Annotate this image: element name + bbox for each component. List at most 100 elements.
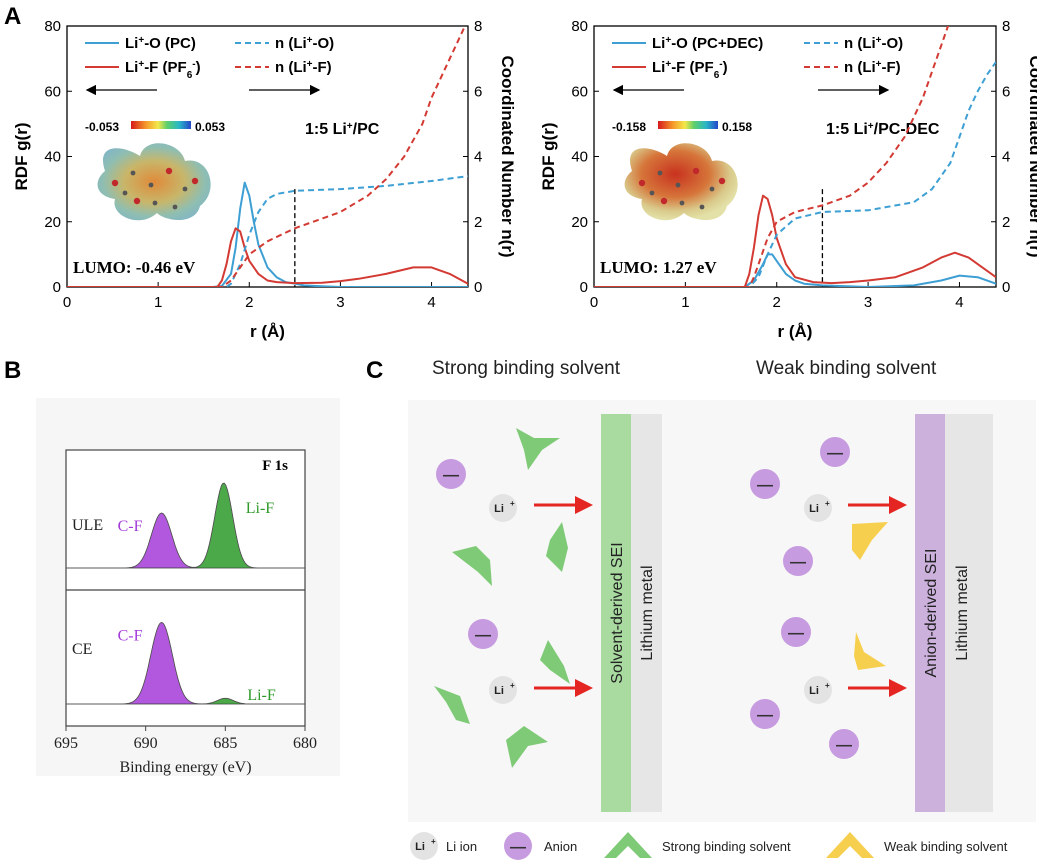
legend-anion: — Anion: [504, 832, 577, 860]
xps-frame: [65, 449, 306, 727]
strong-solvent-chevron: [546, 522, 568, 572]
weak-solvent-molecules: [852, 522, 888, 670]
concentration-label: 1:5 Li+/PC-DEC: [826, 121, 940, 139]
svg-text:+: +: [510, 681, 515, 690]
molecule-atom: [649, 190, 655, 196]
svg-text:Li: Li: [494, 685, 504, 697]
legend-label-n-li-f: n (Li+-F): [275, 59, 332, 77]
xps-envelope: [66, 621, 305, 705]
anion-circle: —: [436, 459, 466, 489]
xps-title: F 1s: [262, 458, 288, 474]
panel-letter-c: C: [366, 357, 383, 384]
legend-label-n-li-o: n (Li+-O): [844, 35, 903, 53]
strong-solvent-molecules: [434, 428, 570, 768]
series-line-2: [594, 61, 996, 287]
xps-x-tick-label: 685: [213, 735, 237, 752]
legend-strong-solvent: Strong binding solvent: [604, 832, 791, 858]
molecule-atom: [148, 182, 154, 188]
xps-sample-label: ULE: [72, 517, 103, 534]
y-right-axis-label: Coordinated Number n(r): [498, 55, 517, 257]
series-line-3: [594, 26, 950, 287]
x-tick-label: 2: [773, 294, 781, 311]
x-tick-label: 4: [427, 294, 435, 311]
lithium-metal-left: [631, 414, 662, 812]
schematic-legend: Li + Li ion — Anion Strong binding solve…: [410, 832, 1008, 860]
svg-text:Li: Li: [415, 841, 425, 853]
molecule-atom: [172, 204, 178, 210]
x-tick-label: 0: [63, 294, 71, 311]
svg-text:Li: Li: [809, 503, 819, 515]
y-right-axis-label: Coordinated Number n(r): [1026, 55, 1037, 257]
y-tick-label: 40: [571, 149, 588, 166]
svg-text:—: —: [757, 707, 773, 724]
weak-binding-title: Weak binding solvent: [756, 358, 937, 379]
y-axis-label: RDF g(r): [539, 123, 558, 191]
svg-text:—: —: [827, 445, 843, 462]
y-tick-label: 80: [571, 18, 588, 35]
anion-derived-sei-label: Anion-derived SEI: [923, 549, 940, 678]
anion-circle: —: [750, 699, 780, 729]
molecule-esp-surface: [97, 143, 211, 221]
esp-min-label: -0.158: [612, 120, 646, 134]
li-ion: Li +: [804, 676, 832, 704]
anion-circle: —: [829, 729, 859, 759]
y-right-tick-label: 8: [474, 18, 482, 35]
molecule-atom: [182, 186, 188, 192]
legend-label-n-li-f: n (Li+-F): [844, 59, 901, 77]
solvent-derived-sei-layer: [601, 414, 631, 812]
molecule-atom: [133, 197, 141, 205]
xps-peak-label: C-F: [118, 627, 143, 644]
y-right-tick-label: 8: [1002, 18, 1010, 35]
xps-sample-label: CE: [72, 641, 92, 658]
y-tick-label: 60: [44, 83, 61, 100]
series-line-1: [67, 227, 468, 287]
molecule-atom: [191, 177, 199, 185]
molecule-atom: [152, 200, 158, 206]
svg-text:+: +: [510, 499, 515, 508]
svg-text:—: —: [757, 477, 773, 494]
y-right-tick-label: 6: [474, 83, 482, 100]
legend-label-n-li-o: n (Li+-O): [275, 35, 334, 53]
y-tick-label: 80: [44, 18, 61, 35]
legend-label-li-f: Li+-F (PF6-): [652, 59, 728, 81]
molecule-atom: [657, 170, 663, 176]
svg-text:—: —: [443, 467, 459, 484]
y-right-tick-label: 2: [1002, 214, 1010, 231]
y-right-tick-label: 4: [474, 149, 482, 166]
anion-circle: —: [468, 619, 498, 649]
anion-circle: —: [820, 437, 850, 467]
molecule-atom: [660, 197, 668, 205]
xps-peak-label: Li-F: [246, 500, 275, 517]
xps-x-tick-label: 690: [134, 735, 158, 752]
strong-binding-title: Strong binding solvent: [432, 358, 621, 379]
anion-derived-sei-layer: [915, 414, 945, 812]
series-line-3: [67, 26, 467, 287]
li-ion: Li +: [804, 494, 832, 522]
y-right-tick-label: 2: [474, 214, 482, 231]
esp-max-label: 0.158: [722, 120, 752, 134]
solvent-derived-sei-label: Solvent-derived SEI: [609, 542, 626, 683]
molecule-atom: [709, 186, 715, 192]
panel-letter-a: A: [4, 3, 21, 30]
molecule-atom: [699, 204, 705, 210]
svg-text:—: —: [510, 839, 526, 856]
molecule-atom: [675, 182, 681, 188]
y-right-tick-label: 0: [474, 279, 482, 296]
y-tick-label: 20: [571, 214, 588, 231]
anion-circle: —: [783, 546, 813, 576]
svg-text:Li ion: Li ion: [446, 839, 477, 854]
molecule-atom: [165, 167, 173, 175]
molecule-esp-surface: [624, 143, 738, 221]
strong-solvent-chevron: [516, 428, 560, 470]
xps-x-tick-label: 680: [293, 735, 317, 752]
svg-text:Anion: Anion: [544, 839, 577, 854]
y-right-tick-label: 0: [1002, 279, 1010, 296]
legend-li-ion: Li + Li ion: [410, 832, 477, 860]
lumo-label: LUMO: -0.46 eV: [73, 258, 196, 277]
svg-text:—: —: [836, 737, 852, 754]
legend-weak-solvent: Weak binding solvent: [826, 832, 1008, 858]
xps-envelope: [66, 482, 305, 569]
svg-text:—: —: [475, 627, 491, 644]
